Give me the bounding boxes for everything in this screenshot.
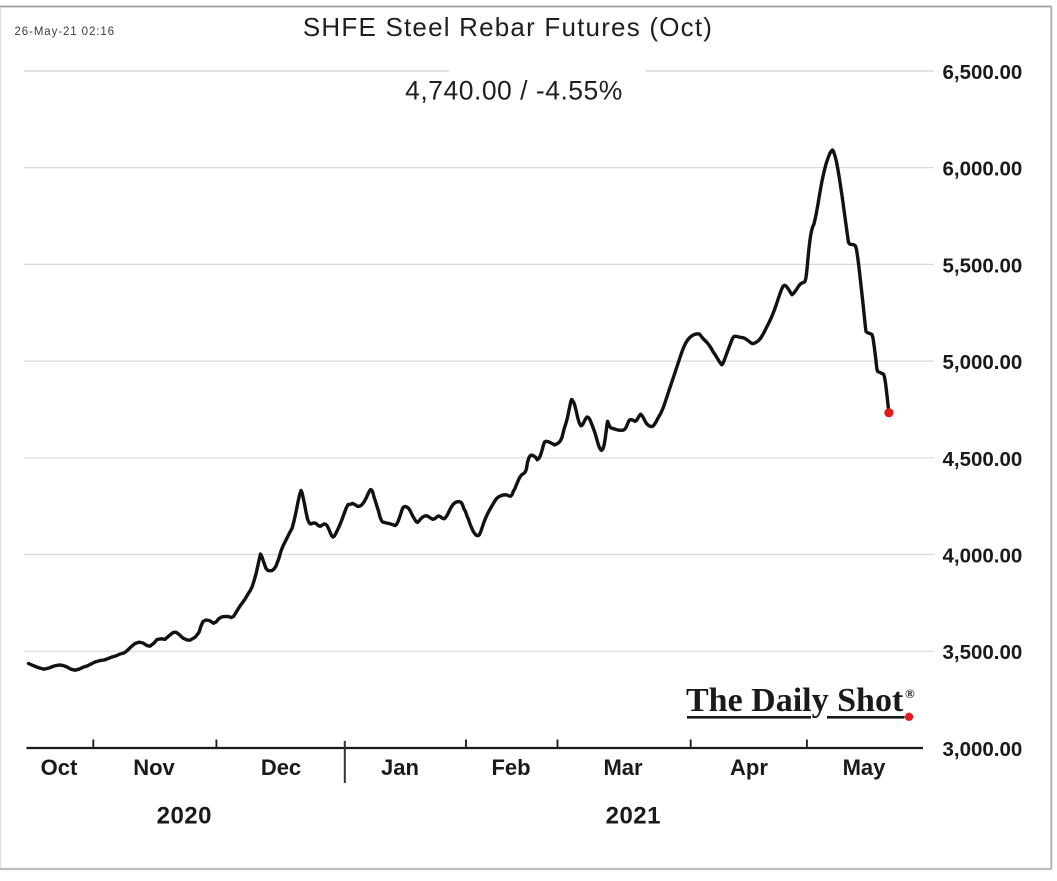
svg-text:May: May — [843, 755, 887, 780]
svg-text:26-May-21 02:16: 26-May-21 02:16 — [15, 26, 115, 38]
svg-text:2021: 2021 — [606, 803, 661, 830]
svg-text:4,500.00: 4,500.00 — [943, 448, 1023, 471]
svg-text:Nov: Nov — [133, 755, 175, 780]
svg-text:Jan: Jan — [381, 755, 419, 780]
svg-text:5,500.00: 5,500.00 — [943, 254, 1023, 277]
svg-text:®: ® — [905, 686, 915, 701]
svg-text:Mar: Mar — [603, 755, 643, 780]
svg-text:4,740.00 / -4.55%: 4,740.00 / -4.55% — [405, 76, 623, 106]
svg-text:2020: 2020 — [157, 803, 212, 830]
svg-text:Dec: Dec — [261, 755, 301, 780]
svg-text:Oct: Oct — [41, 755, 78, 780]
svg-text:3,500.00: 3,500.00 — [943, 641, 1023, 664]
svg-text:Feb: Feb — [491, 755, 530, 780]
svg-text:4,000.00: 4,000.00 — [943, 545, 1023, 568]
svg-text:3,000.00: 3,000.00 — [943, 738, 1023, 761]
svg-text:5,000.00: 5,000.00 — [943, 351, 1023, 374]
svg-text:6,000.00: 6,000.00 — [943, 158, 1023, 181]
svg-text:6,500.00: 6,500.00 — [943, 61, 1023, 84]
svg-text:The Daily Shot: The Daily Shot — [686, 682, 904, 719]
svg-text:SHFE Steel Rebar Futures (Oct): SHFE Steel Rebar Futures (Oct) — [303, 12, 713, 42]
svg-text:Apr: Apr — [730, 755, 768, 780]
